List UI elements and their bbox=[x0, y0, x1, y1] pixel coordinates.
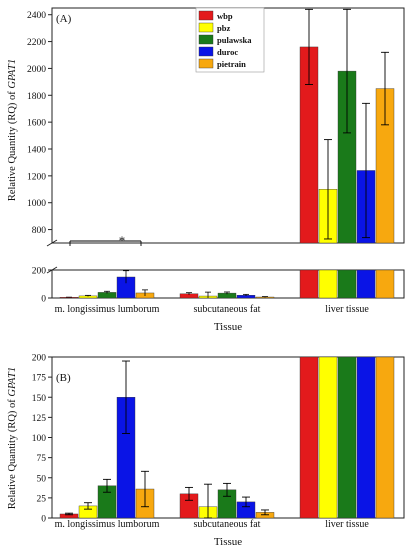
panel-b: 0 25 50 75 100 125 150 175 200 (B) m. longissimus … bbox=[7, 354, 405, 548]
x-category-label: liver tissue bbox=[325, 304, 369, 315]
panel-label-a: (A) bbox=[56, 13, 72, 25]
x-axis-title: Tissue bbox=[214, 536, 242, 548]
y-tick-label: 75 bbox=[37, 454, 47, 464]
legend-label-pietrain: pietrain bbox=[217, 59, 246, 69]
x-category-label: m. longissimus lumborum bbox=[55, 519, 160, 530]
x-category-label: subcutaneous fat bbox=[194, 304, 261, 315]
legend-label-pbz: pbz bbox=[217, 23, 230, 33]
y-tick-label: 25 bbox=[37, 494, 47, 504]
y-tick-label: 50 bbox=[37, 474, 47, 484]
bar-lower-pietrain bbox=[375, 269, 395, 299]
legend-label-duroc: duroc bbox=[217, 47, 238, 57]
axis-break-mark bbox=[46, 239, 58, 247]
legend: wbp pbz pulawska duroc pietrain bbox=[195, 7, 265, 73]
bar-lower-duroc bbox=[356, 269, 376, 299]
y-tick-label: 1400 bbox=[27, 146, 46, 156]
legend-label-wbp: wbp bbox=[217, 11, 233, 21]
y-tick-label: 1800 bbox=[27, 92, 46, 102]
y-axis-title: Relative Quantity (RQ) of GPAT1 bbox=[7, 59, 18, 201]
bar-pulawska bbox=[337, 356, 357, 519]
bar-lower-pbz bbox=[318, 269, 338, 299]
x-category-label: m. longissimus lumborum bbox=[55, 304, 160, 315]
y-tick-label: 1200 bbox=[27, 172, 46, 182]
legend-swatch-duroc bbox=[198, 46, 214, 57]
x-axis-title: Tissue bbox=[214, 321, 242, 333]
y-tick-label: 0 bbox=[41, 295, 46, 305]
y-tick-label: 100 bbox=[32, 434, 47, 444]
y-tick-label: 150 bbox=[32, 394, 47, 404]
x-category-label: liver tissue bbox=[325, 519, 369, 530]
y-tick-label: 800 bbox=[32, 226, 47, 236]
y-tick-label: 125 bbox=[32, 414, 47, 424]
bar-lower-pulawska bbox=[337, 269, 357, 299]
y-tick-label: 2000 bbox=[27, 65, 46, 75]
bar-duroc bbox=[356, 356, 376, 519]
y-tick-label: 175 bbox=[32, 374, 47, 384]
legend-swatch-wbp bbox=[198, 10, 214, 21]
legend-swatch-pulawska bbox=[198, 34, 214, 45]
bar-wbp bbox=[299, 356, 319, 519]
y-tick-label: 0 bbox=[41, 515, 46, 525]
bar-lower-wbp bbox=[299, 269, 319, 299]
y-axis-title: Relative Quantity (RQ) of GPAT1 bbox=[7, 367, 18, 509]
y-tick-label: 200 bbox=[32, 267, 47, 277]
bar-pietrain bbox=[375, 356, 395, 519]
significance-asterisk: * bbox=[119, 233, 126, 248]
bar-pbz bbox=[318, 356, 338, 519]
y-tick-label: 2400 bbox=[27, 11, 46, 21]
y-tick-label: 200 bbox=[32, 354, 47, 364]
legend-swatch-pbz bbox=[198, 22, 214, 33]
x-category-label: subcutaneous fat bbox=[194, 519, 261, 530]
legend-label-pulawska: pulawska bbox=[217, 35, 252, 45]
legend-swatch-pietrain bbox=[198, 58, 214, 69]
panel-label-b: (B) bbox=[56, 372, 71, 384]
y-tick-label: 2200 bbox=[27, 38, 46, 48]
y-tick-label: 1000 bbox=[27, 199, 46, 209]
y-tick-label: 1600 bbox=[27, 119, 46, 129]
panel-a: 800 1000 1200 1400 1600 1800 2000 2200 2400 0 200 (… bbox=[7, 7, 405, 333]
